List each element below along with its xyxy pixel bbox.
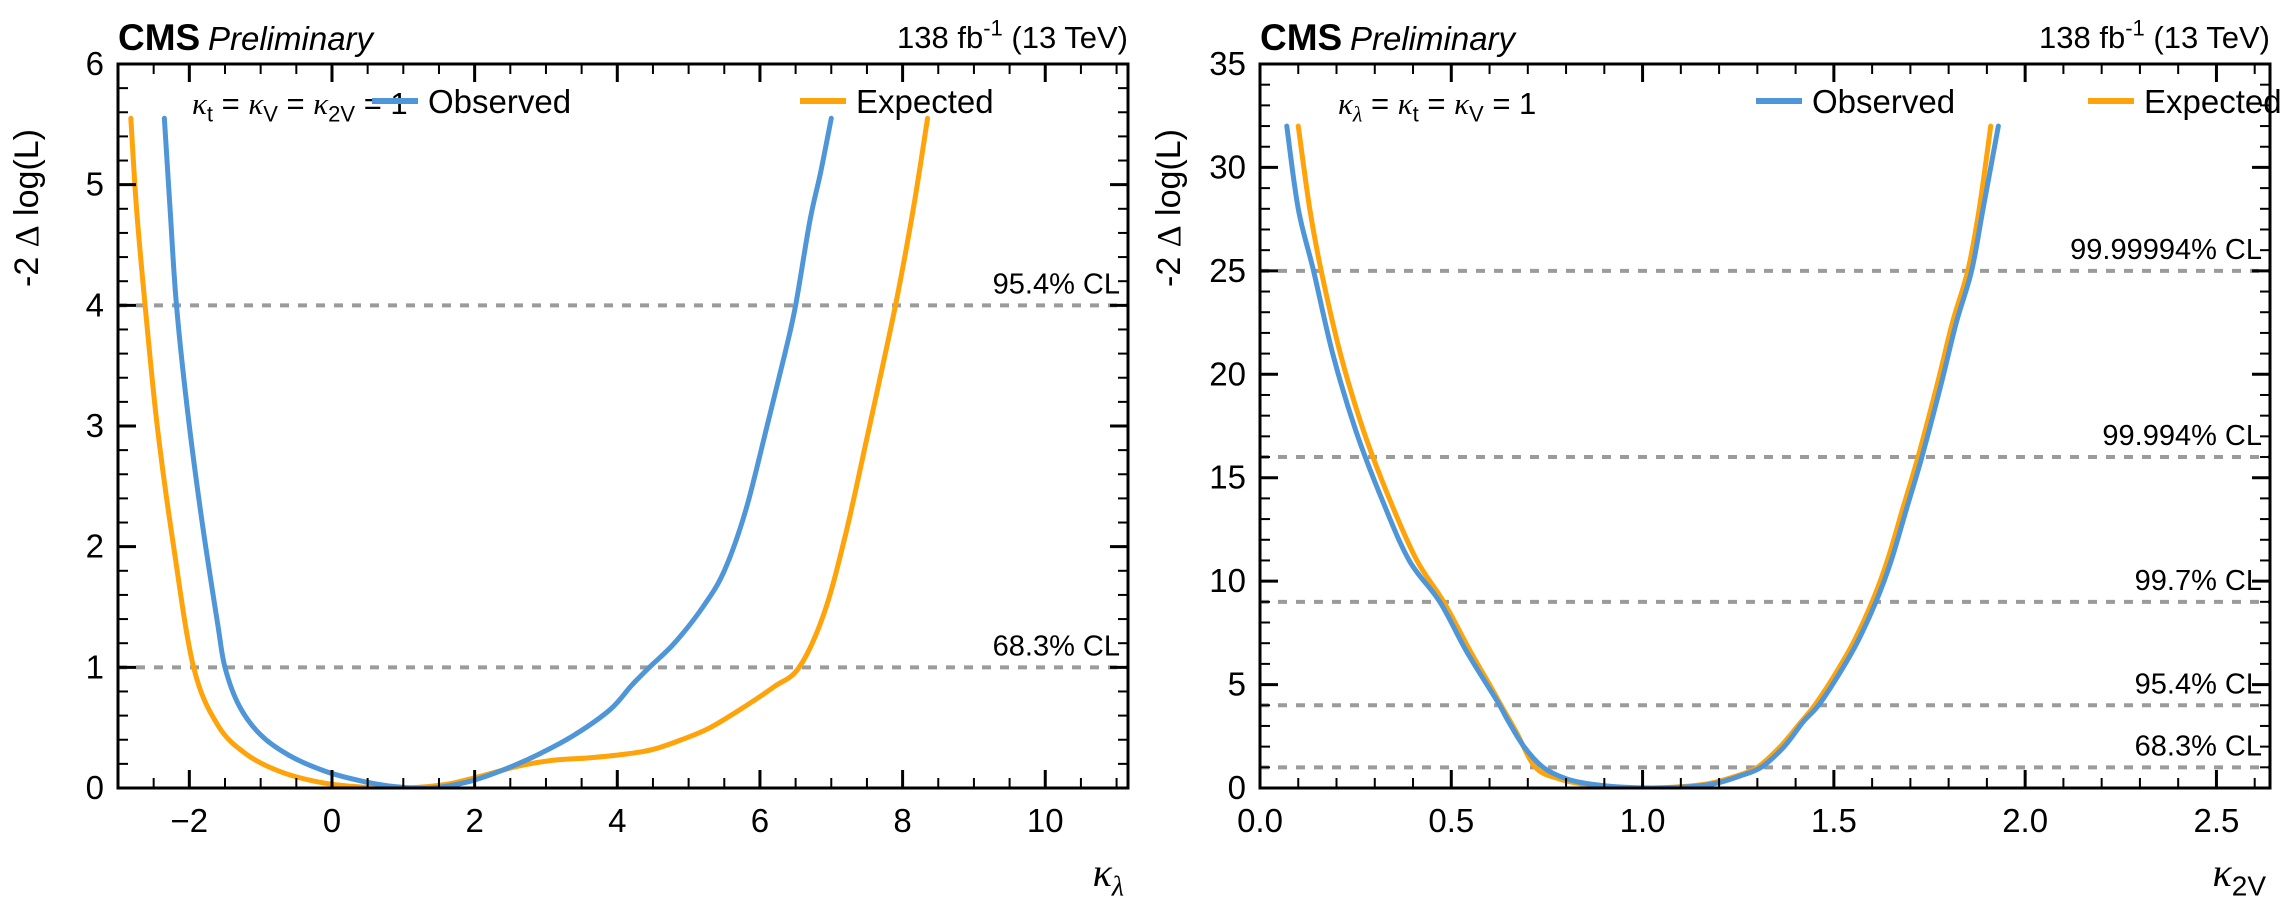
y-tick-label: 5 — [86, 166, 104, 203]
expected-curve — [128, 115, 931, 788]
kappa-lambda-panel: 68.3% CL 95.4% CL −2 0 2 4 6 8 10 0 1 2 3 4 5 6 κλ -2 Δ l… — [8, 16, 1130, 903]
y-tick-label: 2 — [86, 528, 104, 565]
preliminary-label: Preliminary — [1350, 20, 1518, 57]
cl-label: 99.99994% CL — [2070, 234, 2262, 266]
observed-curve — [161, 115, 834, 788]
axis-ticks — [1258, 62, 2270, 790]
x-tick-label: 2.5 — [2194, 802, 2240, 839]
cl-label: 95.4% CL — [993, 268, 1120, 300]
y-tick-label: 25 — [1209, 252, 1246, 289]
y-tick-label: 0 — [86, 769, 104, 806]
y-tick-label: 30 — [1209, 148, 1246, 185]
x-axis-title: κλ — [1093, 850, 1124, 903]
cl-lines: 68.3% CL 95.4% CL 99.7% CL 99.994% CL 99.999… — [1260, 234, 2270, 770]
x-tick-label: 2 — [465, 802, 483, 839]
expected-legend-label: Expected — [2144, 83, 2282, 120]
x-tick-labels: 0.0 0.5 1.0 1.5 2.0 2.5 — [1237, 802, 2239, 839]
cl-label: 68.3% CL — [993, 630, 1120, 662]
cl-label: 99.994% CL — [2102, 420, 2262, 452]
preliminary-label: Preliminary — [208, 20, 376, 57]
y-tick-label: 1 — [86, 648, 104, 685]
plot-frame — [1258, 62, 2272, 790]
x-tick-label: 6 — [751, 802, 769, 839]
y-tick-label: 35 — [1209, 45, 1246, 82]
cms-label: CMS — [1260, 17, 1342, 58]
x-tick-labels: −2 0 2 4 6 8 10 — [171, 802, 1064, 839]
cl-label: 99.7% CL — [2135, 565, 2262, 597]
x-tick-label: 0.5 — [1428, 802, 1474, 839]
y-tick-label: 5 — [1228, 666, 1246, 703]
x-tick-label: 0 — [323, 802, 341, 839]
axis-ticks — [117, 62, 1128, 790]
y-tick-label: 20 — [1209, 355, 1246, 392]
x-tick-label: 0.0 — [1237, 802, 1283, 839]
cl-label: 68.3% CL — [2135, 730, 2262, 762]
x-tick-label: 4 — [608, 802, 626, 839]
cl-lines: 68.3% CL 95.4% CL — [118, 268, 1128, 670]
y-tick-label: 4 — [86, 286, 104, 323]
cl-label: 95.4% CL — [2135, 668, 2262, 700]
legend: Observed Expected — [372, 83, 994, 120]
expected-legend-label: Expected — [856, 83, 994, 120]
observed-legend-label: Observed — [1812, 83, 1955, 120]
kappa-2V-panel: 68.3% CL 95.4% CL 99.7% CL 99.994% CL 99.999… — [1142, 0, 2284, 908]
observed-legend-label: Observed — [428, 83, 571, 120]
x-axis-title: κ2V — [2213, 850, 2267, 902]
x-tick-label: 1.5 — [1811, 802, 1857, 839]
curves — [128, 115, 931, 788]
x-tick-label: 1.0 — [1620, 802, 1666, 839]
kappa-2V-scan-svg: 68.3% CL 95.4% CL 99.7% CL 99.994% CL 99.999… — [1150, 16, 2282, 902]
parameter-label: κt = κV = κ2V = 1 — [192, 86, 408, 126]
kappa-lambda-scan-svg: 68.3% CL 95.4% CL −2 0 2 4 6 8 10 0 1 2 3 4 5 6 κλ -2 Δ l… — [8, 16, 1130, 903]
x-tick-label: −2 — [171, 802, 209, 839]
x-tick-label: 10 — [1027, 802, 1064, 839]
plot-frame — [116, 62, 1130, 790]
cms-label: CMS — [118, 17, 200, 58]
y-tick-label: 6 — [86, 45, 104, 82]
y-tick-label: 10 — [1209, 562, 1246, 599]
y-tick-labels: 0 5 10 15 20 25 30 35 — [1209, 45, 1246, 806]
y-axis-title: -2 Δ log(L) — [8, 129, 46, 287]
y-tick-label: 3 — [86, 407, 104, 444]
x-tick-label: 2.0 — [2002, 802, 2048, 839]
parameter-label: κλ = κt = κV = 1 — [1338, 86, 1536, 126]
y-axis-title: -2 Δ log(L) — [1150, 129, 1188, 287]
y-tick-label: 0 — [1228, 769, 1246, 806]
luminosity-label: 138 fb-1 (13 TeV) — [2039, 16, 2270, 55]
y-tick-label: 15 — [1209, 459, 1246, 496]
luminosity-label: 138 fb-1 (13 TeV) — [897, 16, 1128, 55]
legend: Observed Expected — [1756, 83, 2282, 120]
y-tick-labels: 0 1 2 3 4 5 6 — [86, 45, 104, 806]
x-tick-label: 8 — [893, 802, 911, 839]
